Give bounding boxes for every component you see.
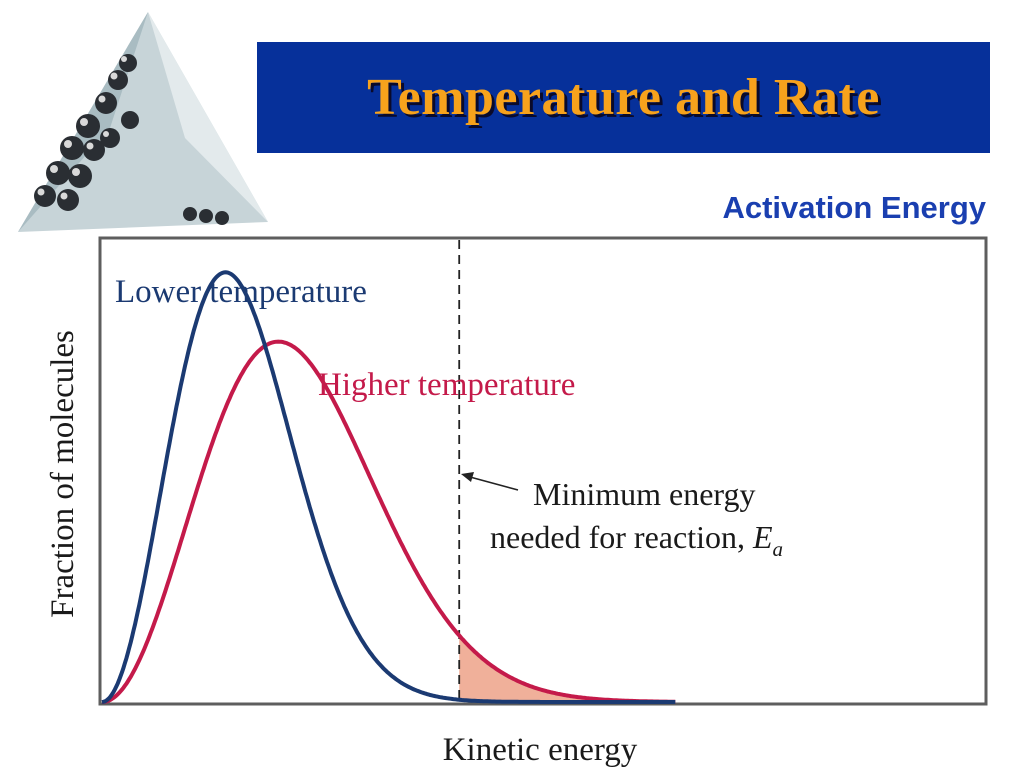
threshold-label-line1: Minimum energy <box>533 476 756 512</box>
higher-temperature-label: Higher temperature <box>318 367 575 403</box>
x-axis-label: Kinetic energy <box>443 732 638 768</box>
higher-temperature-shaded-area <box>459 635 676 702</box>
y-axis-label: Fraction of molecules <box>45 330 81 618</box>
threshold-arrowhead <box>461 472 474 482</box>
molecule-triangle-logo <box>18 12 268 232</box>
higher-temperature-curve <box>101 339 676 704</box>
lower-temperature-curve <box>101 270 676 704</box>
threshold-label-line2: needed for reaction, Ea <box>490 519 783 561</box>
logo-highlights <box>37 56 127 200</box>
slide-subtitle: Activation Energy <box>722 190 986 225</box>
logo-facet-light <box>148 12 268 222</box>
lower-temperature-label: Lower temperature <box>115 274 367 310</box>
threshold-arrow <box>469 476 519 491</box>
title-banner: Temperature and Rate <box>257 42 990 153</box>
slide-title: Temperature and Rate <box>367 69 880 126</box>
